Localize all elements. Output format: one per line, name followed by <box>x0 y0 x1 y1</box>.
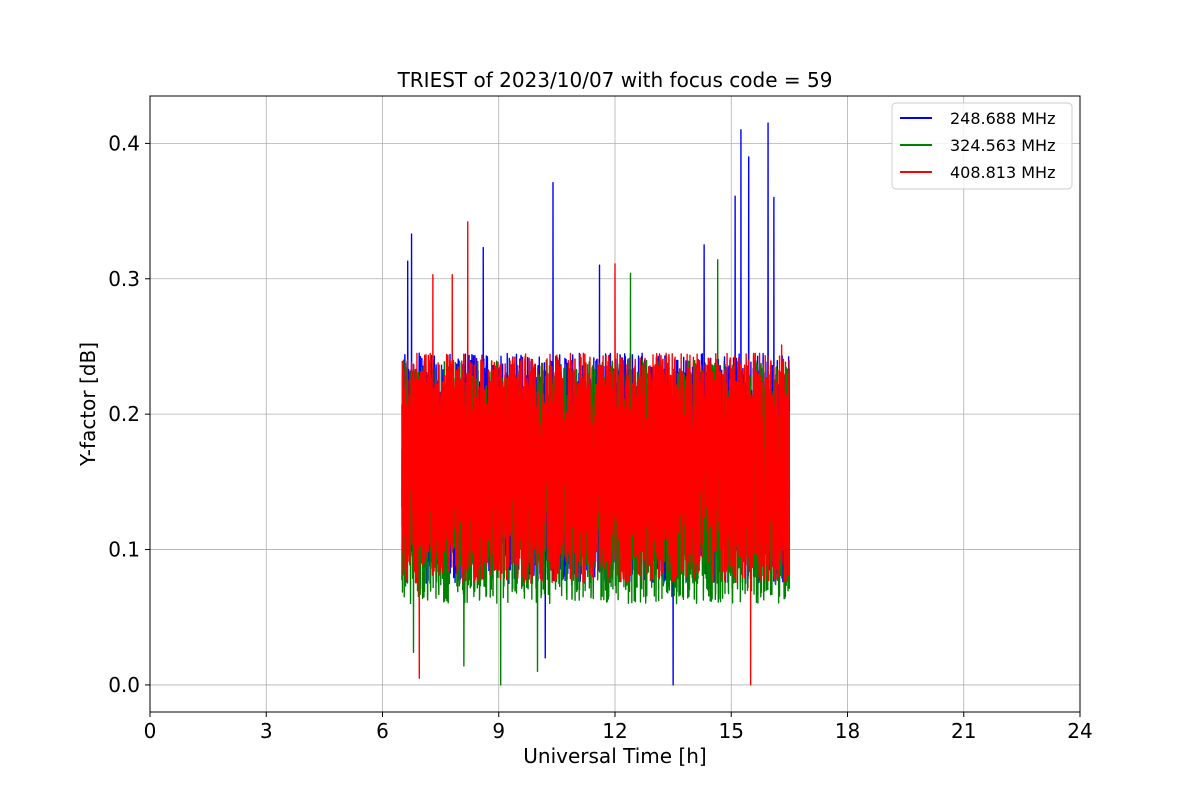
y-tick-label: 0.1 <box>108 538 140 562</box>
x-tick-label: 21 <box>951 719 976 743</box>
x-axis-label: Universal Time [h] <box>523 744 706 768</box>
y-axis-label: Y-factor [dB] <box>76 342 100 467</box>
x-tick-label: 12 <box>602 719 627 743</box>
y-tick-label: 0.4 <box>108 131 140 155</box>
legend-label-248: 248.688 MHz <box>950 109 1055 128</box>
y-tick-label: 0.2 <box>108 402 140 426</box>
x-tick-label: 3 <box>260 719 273 743</box>
legend-box <box>891 102 1073 190</box>
series-group <box>401 122 791 686</box>
x-tick-label: 6 <box>376 719 389 743</box>
x-tick-label: 9 <box>492 719 505 743</box>
legend: 248.688 MHz 324.563 MHz 408.813 MHz <box>891 102 1073 190</box>
chart-title: TRIEST of 2023/10/07 with focus code = 5… <box>397 68 833 92</box>
series-line-3 <box>401 221 791 686</box>
y-tick-label: 0.0 <box>108 673 140 697</box>
y-tick-label: 0.3 <box>108 267 140 291</box>
legend-label-324: 324.563 MHz <box>950 136 1055 155</box>
x-tick-label: 15 <box>719 719 744 743</box>
x-tick-label: 24 <box>1067 719 1092 743</box>
x-tick-label: 18 <box>835 719 860 743</box>
legend-label-408: 408.813 MHz <box>950 163 1055 182</box>
x-ticks: 0 3 6 9 12 15 18 21 24 <box>144 712 1093 743</box>
x-tick-label: 0 <box>144 719 157 743</box>
y-ticks: 0.0 0.1 0.2 0.3 0.4 <box>108 131 150 697</box>
